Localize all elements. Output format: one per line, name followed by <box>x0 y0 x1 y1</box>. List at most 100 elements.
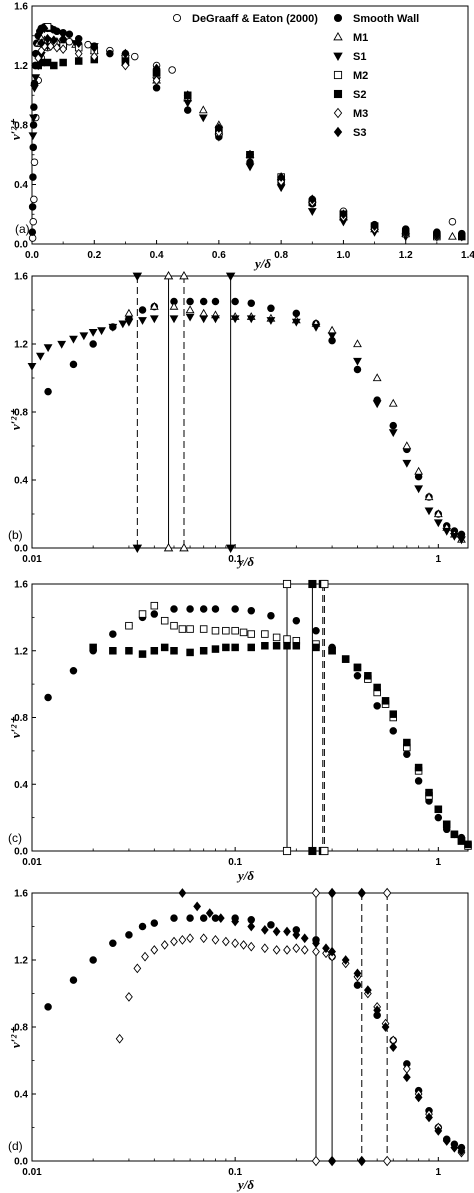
data-point-smooth-wall <box>267 304 275 313</box>
data-point-s1 <box>424 507 434 516</box>
legend-entry-label: Smooth Wall <box>353 13 419 25</box>
data-point-m1 <box>433 509 443 518</box>
reference-line-top-marker <box>179 270 189 280</box>
legend-entry-label: S2 <box>353 89 366 101</box>
data-point-s2 <box>170 646 178 655</box>
data-point-smooth-wall <box>138 306 147 314</box>
data-point-smooth-wall <box>69 667 78 675</box>
data-point-smooth-wall <box>44 1003 52 1011</box>
legend-marker <box>333 52 343 62</box>
data-point-smooth-wall <box>247 606 255 615</box>
data-point-smooth-wall <box>89 956 97 964</box>
data-point-s2 <box>43 58 52 67</box>
reference-line-top-marker <box>308 579 317 589</box>
y-tick-label: 1.2 <box>14 956 28 967</box>
data-point-smooth-wall <box>199 297 208 306</box>
data-point-s3 <box>247 921 256 932</box>
data-point-m3 <box>283 945 291 955</box>
data-point-s1 <box>30 84 39 93</box>
data-point-m3 <box>300 945 309 955</box>
data-point-m3 <box>90 51 99 62</box>
data-point-m1 <box>372 373 382 382</box>
data-point-s1 <box>57 340 67 349</box>
data-point-s1 <box>442 527 452 536</box>
panel-label: (d) <box>8 1139 23 1153</box>
x-tick-label: 0.01 <box>22 1167 42 1178</box>
legend-marker <box>333 107 343 119</box>
data-point-m3 <box>186 933 194 944</box>
data-point-m3 <box>74 48 83 59</box>
data-point-m1 <box>327 325 337 334</box>
data-point-s1 <box>311 323 321 332</box>
legend-marker <box>333 70 343 80</box>
data-point-s3 <box>308 194 317 205</box>
data-point-m3 <box>239 940 248 950</box>
data-point-m1 <box>199 308 209 317</box>
reference-line-top-marker <box>132 272 143 282</box>
data-point-m3 <box>199 933 208 944</box>
data-point-s1 <box>246 315 256 324</box>
data-point-s1 <box>353 357 362 366</box>
data-point-s1 <box>118 320 128 329</box>
data-point-s2 <box>74 57 83 65</box>
data-point-s2 <box>292 641 301 650</box>
data-point-smooth-wall <box>106 49 114 58</box>
data-point-m3 <box>170 936 178 947</box>
data-point-smooth-wall <box>29 173 37 181</box>
data-point-smooth-wall <box>312 626 320 635</box>
data-point-m1 <box>198 105 208 114</box>
data-point-m3 <box>46 41 55 52</box>
data-point-s1 <box>198 114 208 123</box>
reference-line-top-marker <box>327 887 337 899</box>
data-point-m1 <box>149 301 159 310</box>
data-point-s1 <box>372 400 382 409</box>
data-point-smooth-wall <box>29 121 38 129</box>
data-point-s2 <box>442 820 451 829</box>
legend-marker <box>333 89 343 99</box>
data-point-s2 <box>109 646 117 655</box>
data-point-m2 <box>211 626 220 635</box>
data-point-s2 <box>261 641 269 650</box>
data-point-degraaff-eaton-2000 <box>84 40 92 49</box>
data-point-s1 <box>183 99 193 108</box>
data-point-degraaff-eaton-2000 <box>30 195 38 204</box>
data-point-s3 <box>381 1022 390 1032</box>
data-point-smooth-wall <box>353 365 362 374</box>
data-point-s1 <box>79 332 89 341</box>
data-point-s1 <box>97 327 106 336</box>
x-tick-label: 1.2 <box>399 250 413 261</box>
x-tick-label: 0.1 <box>228 554 242 565</box>
data-point-s3 <box>272 926 281 937</box>
data-point-smooth-wall <box>89 340 97 348</box>
reference-line-bottom-marker <box>132 544 143 554</box>
y-tick-label: 0.4 <box>14 476 28 487</box>
data-point-smooth-wall <box>170 605 178 613</box>
reference-line-top-marker <box>320 579 329 589</box>
data-point-s1 <box>230 315 240 324</box>
data-point-s3 <box>193 901 202 912</box>
data-point-s3 <box>43 33 52 44</box>
data-point-s3 <box>312 938 320 949</box>
x-tick-label: 0.2 <box>87 250 101 261</box>
data-point-degraaff-eaton-2000 <box>448 217 457 226</box>
data-point-smooth-wall <box>138 922 147 931</box>
data-point-s3 <box>432 230 441 240</box>
x-tick-label: 0.1 <box>228 1167 242 1178</box>
data-point-s2 <box>231 643 239 652</box>
legend-entry-label: DeGraaff & Eaton (2000) <box>192 13 318 25</box>
data-point-s3 <box>363 985 372 995</box>
data-point-s3 <box>37 38 46 49</box>
data-point-s3 <box>442 1136 451 1146</box>
data-point-m1 <box>169 301 179 310</box>
data-point-s3 <box>373 1005 382 1016</box>
data-point-s3 <box>121 48 130 59</box>
reference-line-bottom-marker <box>320 846 329 856</box>
x-tick-label: 0.01 <box>22 857 42 868</box>
legend-entry-label: M3 <box>353 108 368 120</box>
data-point-s1 <box>29 114 38 123</box>
data-point-m3 <box>59 44 68 54</box>
data-point-s1 <box>43 344 53 353</box>
x-tick-label: 0.0 <box>25 250 39 261</box>
data-point-smooth-wall <box>183 106 192 114</box>
data-point-s2 <box>353 663 362 672</box>
